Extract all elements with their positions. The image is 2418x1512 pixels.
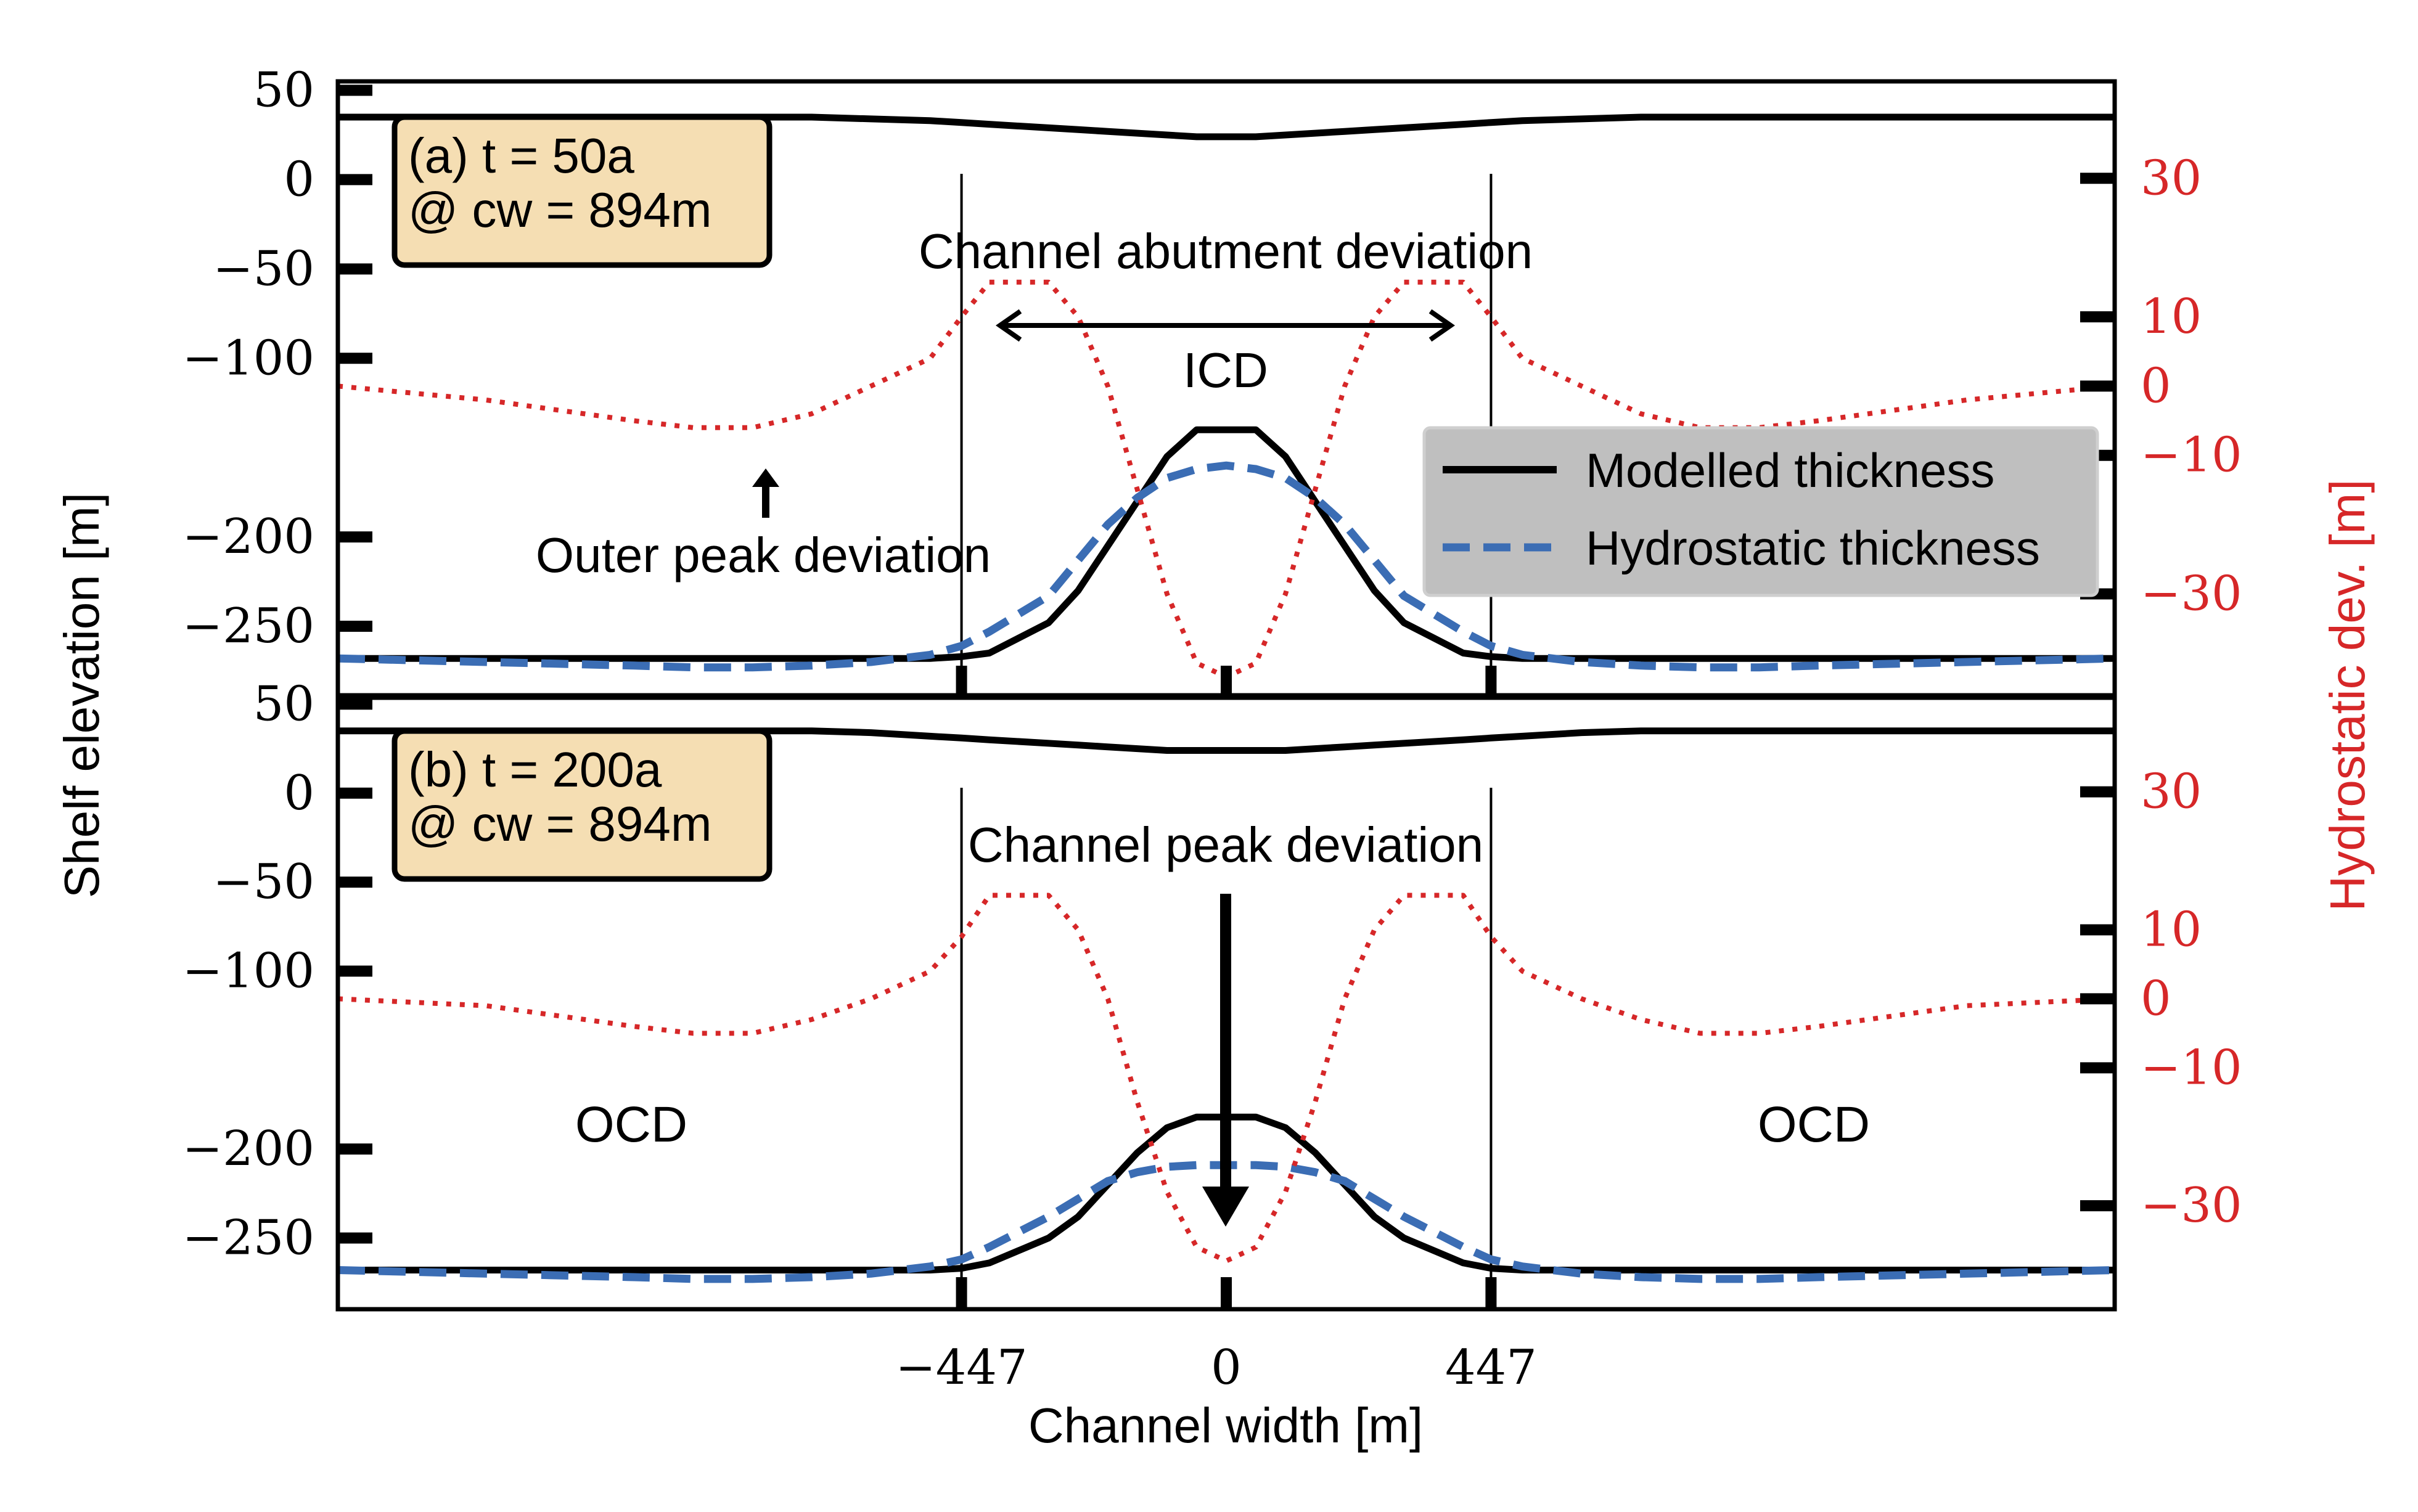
- shelf-surface-line: [338, 113, 2115, 141]
- annotation-outer-peak: Outer peak deviation: [536, 528, 991, 582]
- left-tick-label: 0: [284, 152, 314, 207]
- right-tick-label: 30: [2141, 150, 2202, 206]
- right-tick-label: 30: [2141, 764, 2202, 820]
- panel-label-line2: @ cw = 894m: [408, 796, 712, 851]
- panel-label: (a) t = 50a@ cw = 894m: [391, 114, 773, 268]
- panel-label-box: [391, 728, 773, 882]
- annotation-channel-peak: Channel peak deviation: [968, 817, 1483, 872]
- panel-label-line2: @ cw = 894m: [408, 182, 712, 237]
- shelf-surface-line: [338, 727, 2115, 754]
- hydrostatic-deviation-line: [338, 893, 2115, 1264]
- left-tick-label: −200: [182, 1121, 314, 1177]
- icd-arrow-head-left: [996, 309, 1022, 342]
- right-tick-label: 10: [2141, 289, 2202, 345]
- icd-arrow-head-right: [1428, 309, 1455, 342]
- modelled-thickness-line: [338, 426, 2115, 662]
- left-axis-label: Shelf elevation [m]: [54, 492, 109, 898]
- right-tick-label: −10: [2141, 428, 2242, 483]
- left-tick-label: 50: [253, 62, 314, 118]
- annotation-ocd-right: OCD: [1758, 1097, 1870, 1153]
- x-tick-label: 447: [1445, 1340, 1537, 1396]
- left-tick-label: −50: [213, 854, 314, 910]
- annotation-channel-abutment: Channel abutment deviation: [919, 224, 1533, 279]
- left-tick-label: −200: [182, 509, 314, 565]
- right-tick-label: 10: [2141, 902, 2202, 957]
- left-tick-label: −50: [213, 241, 314, 296]
- right-tick-label: 0: [2141, 971, 2171, 1026]
- right-tick-label: 0: [2141, 358, 2171, 414]
- panel-label-line1: (b) t = 200a: [408, 742, 662, 797]
- left-tick-label: −100: [182, 330, 314, 386]
- legend-label-hydrostatic: Hydrostatic thickness: [1586, 521, 2040, 575]
- x-tick-label: 0: [1211, 1340, 1242, 1396]
- common-axis-labels: −447 0 447 Channel width [m] Shelf elevation…: [54, 480, 2375, 1453]
- outer-peak-arrow-head: [752, 468, 779, 487]
- left-tick-label: 50: [253, 676, 314, 732]
- left-tick-label: −100: [182, 943, 314, 999]
- annotation-ocd-left: OCD: [575, 1097, 687, 1153]
- legend-box: [1422, 426, 2099, 597]
- channel-peak-arrow-head: [1202, 1187, 1249, 1227]
- panel-label-line1: (a) t = 50a: [408, 128, 634, 183]
- panel-label: (b) t = 200a@ cw = 894m: [391, 728, 773, 882]
- left-tick-label: −250: [182, 599, 314, 654]
- panel-b: 50 0 −50 −100 −200 −250 30 10 0 −10 −30 (b) t = 200…: [182, 676, 2242, 1312]
- right-tick-label: −30: [2141, 1178, 2242, 1233]
- right-tick-label: −30: [2141, 566, 2242, 621]
- x-axis-label: Channel width [m]: [1028, 1398, 1423, 1453]
- panel-label-box: [391, 114, 773, 268]
- panel-a: 50 0 −50 −100 −200 −250 30 10 0 −10 −30 (a) t = 50a…: [182, 62, 2242, 700]
- right-tick-label: −10: [2141, 1040, 2242, 1095]
- right-axis-label: Hydrostatic dev. [m]: [2320, 480, 2375, 912]
- annotation-icd: ICD: [1183, 343, 1268, 398]
- x-tick-label: −447: [895, 1340, 1027, 1396]
- legend-label-modelled: Modelled thickness: [1586, 443, 1994, 497]
- hydrostatic-thickness-line: [338, 461, 2115, 672]
- legend: Modelled thickness Hydrostatic thickness: [1422, 426, 2099, 597]
- left-tick-label: 0: [284, 766, 314, 821]
- left-tick-label: −250: [182, 1211, 314, 1266]
